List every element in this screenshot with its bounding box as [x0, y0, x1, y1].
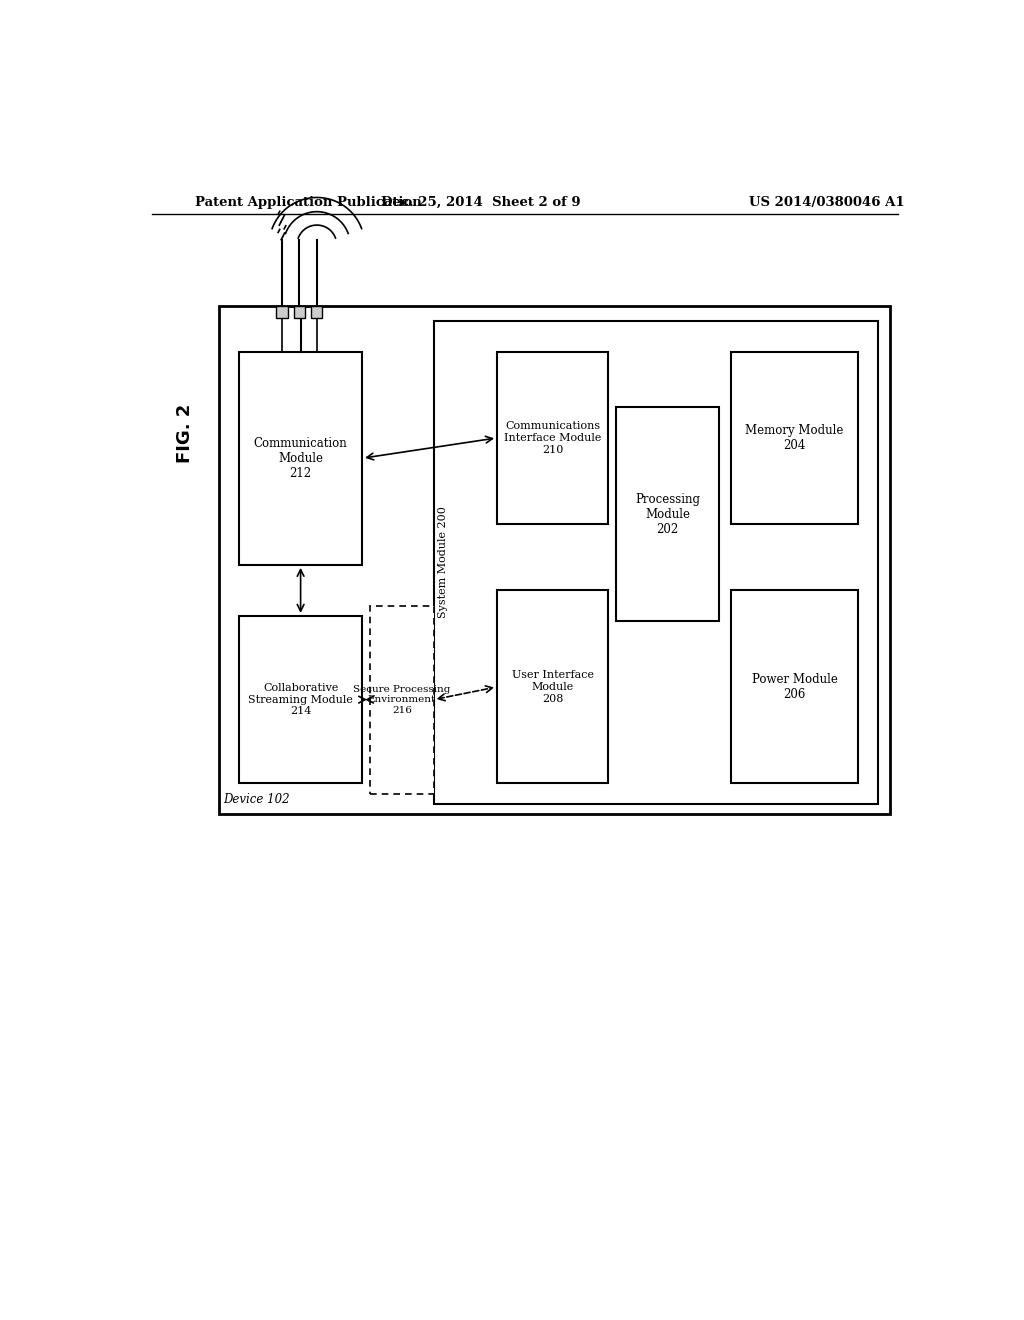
Bar [497, 590, 608, 784]
Text: Collaborative
Streaming Module
214: Collaborative Streaming Module 214 [248, 682, 353, 717]
Text: Patent Application Publication: Patent Application Publication [196, 195, 422, 209]
Bar [497, 351, 608, 524]
Text: Dec. 25, 2014  Sheet 2 of 9: Dec. 25, 2014 Sheet 2 of 9 [381, 195, 581, 209]
Text: Power Module
206: Power Module 206 [752, 673, 838, 701]
Bar [294, 306, 305, 318]
Text: Processing
Module
202: Processing Module 202 [635, 492, 700, 536]
Text: US 2014/0380046 A1: US 2014/0380046 A1 [749, 195, 904, 209]
Text: System Module 200: System Module 200 [438, 507, 449, 618]
Text: User Interface
Module
208: User Interface Module 208 [512, 671, 594, 704]
Bar [311, 306, 323, 318]
Bar [370, 606, 433, 793]
Text: Communication
Module
212: Communication Module 212 [254, 437, 347, 479]
Bar [276, 306, 288, 318]
Text: Communications
Interface Module
210: Communications Interface Module 210 [504, 421, 601, 454]
Text: Device 102: Device 102 [223, 793, 290, 805]
Bar [219, 306, 890, 814]
Text: FIG. 2: FIG. 2 [176, 403, 195, 462]
Text: Secure Processing
Environment
216: Secure Processing Environment 216 [353, 685, 451, 714]
Bar [731, 590, 858, 784]
Bar [731, 351, 858, 524]
Bar [240, 351, 362, 565]
Bar [240, 615, 362, 784]
Text: Memory Module
204: Memory Module 204 [745, 424, 844, 451]
Bar [433, 321, 878, 804]
Bar [616, 408, 719, 620]
